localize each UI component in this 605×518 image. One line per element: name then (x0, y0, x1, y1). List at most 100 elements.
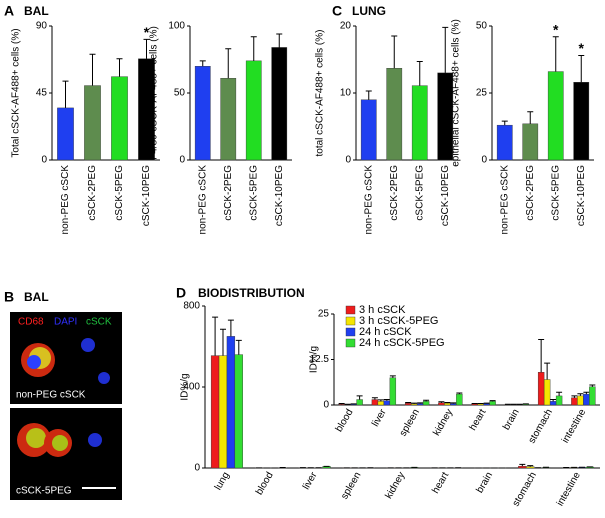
error-bar (411, 402, 418, 404)
bar (220, 78, 237, 161)
bar (450, 403, 457, 406)
x-tick-label: cSCK-2PEG (87, 165, 98, 221)
bar (416, 403, 424, 406)
y-tick-label: 0 (179, 155, 185, 166)
error-bar (519, 463, 526, 467)
y-axis-label: ID%/g (180, 373, 191, 400)
y-tick-label: 0 (481, 155, 487, 166)
error-bar (219, 328, 226, 356)
x-tick-label: intestine (555, 470, 583, 508)
bar (218, 355, 228, 469)
error-bar (250, 36, 257, 61)
x-tick-label: cSCK-2PEG (223, 165, 234, 221)
error-bar (438, 401, 445, 403)
bar (537, 372, 545, 406)
error-bar (365, 90, 372, 100)
bar (583, 393, 590, 406)
x-tick-label: kidney (431, 407, 455, 438)
bar (571, 397, 578, 406)
error-bar (227, 319, 234, 337)
error-bar (552, 36, 559, 72)
error-bar (544, 362, 551, 380)
y-tick-label: 100 (168, 21, 185, 32)
panel-title: LUNG (352, 4, 386, 18)
x-tick-label: cSCK-5PEG (414, 165, 425, 221)
x-tick-label: kidney (383, 470, 407, 501)
panel-letter: A (4, 3, 14, 19)
error-bar (527, 111, 534, 124)
panel-letter: D (176, 285, 186, 301)
panel-title: BAL (24, 4, 49, 18)
x-tick-label: heart (468, 407, 489, 432)
bar (496, 124, 513, 161)
stain-label: cSCK (86, 317, 112, 328)
legend-swatch (345, 305, 356, 315)
error-bar (389, 375, 396, 378)
error-bar (371, 397, 378, 400)
bar (547, 71, 564, 161)
y-tick-label: 12.5 (310, 354, 330, 365)
bar (410, 403, 418, 406)
bar (477, 403, 484, 406)
panel-letter: B (4, 289, 14, 305)
significance-mark: * (579, 40, 585, 56)
x-tick-label: cSCK-2PEG (389, 165, 400, 221)
bar (356, 399, 363, 406)
significance-mark: * (144, 24, 150, 40)
y-tick-label: 45 (36, 88, 48, 99)
bar (194, 65, 211, 161)
bar (543, 379, 551, 406)
x-tick-label: blood (254, 470, 276, 497)
bar (57, 107, 74, 161)
bar (577, 395, 584, 406)
bar (234, 354, 243, 469)
error-bar (62, 80, 69, 108)
image-caption: non-PEG cSCK (16, 390, 86, 401)
legend-label: 24 h cSCK-5PEG (359, 337, 445, 349)
y-tick-label: 25 (318, 309, 330, 320)
bar (411, 85, 428, 161)
error-bar (571, 395, 578, 398)
y-tick-label: 50 (476, 21, 488, 32)
x-tick-label: lung (213, 470, 232, 492)
panel-title: BAL (24, 290, 49, 304)
x-tick-label: heart (430, 470, 451, 495)
error-bar (276, 33, 283, 48)
error-bar (423, 399, 430, 402)
bar (383, 400, 391, 406)
x-tick-label: liver (370, 407, 389, 429)
bar (483, 403, 490, 406)
y-tick-label: 0 (41, 155, 47, 166)
y-axis-label: F4/80 cSCK-AF488+ cells (%) (149, 26, 160, 160)
error-bar (225, 48, 232, 79)
bar (573, 82, 590, 161)
x-tick-label: brain (501, 407, 522, 432)
x-tick-label: non-PEG cSCK (499, 165, 510, 235)
micrograph (10, 312, 122, 404)
error-bar (442, 26, 449, 73)
bar (377, 401, 385, 406)
error-bar (501, 120, 508, 126)
y-tick-label: 800 (183, 301, 200, 312)
panel-letter: C (332, 3, 342, 19)
x-tick-label: cSCK-2PEG (525, 165, 536, 221)
error-bar (416, 61, 423, 86)
error-bar (589, 384, 596, 387)
stain-label: DAPI (54, 317, 77, 328)
bar (438, 402, 445, 406)
y-axis-label: total cSCK-AF488+ cells (%) (315, 30, 326, 157)
bar (555, 395, 563, 406)
bar (549, 401, 557, 406)
bar (471, 403, 478, 406)
bar (422, 401, 430, 406)
legend-swatch (345, 316, 356, 326)
error-bar (338, 403, 345, 405)
y-tick-label: 0 (345, 155, 351, 166)
legend-label: 24 h cSCK (359, 326, 412, 338)
bar (111, 76, 128, 161)
bar (489, 401, 496, 406)
bar (518, 465, 527, 469)
x-tick-label: cSCK-5PEG (114, 165, 125, 221)
y-tick-label: 0 (194, 463, 200, 474)
error-bar (556, 391, 563, 396)
